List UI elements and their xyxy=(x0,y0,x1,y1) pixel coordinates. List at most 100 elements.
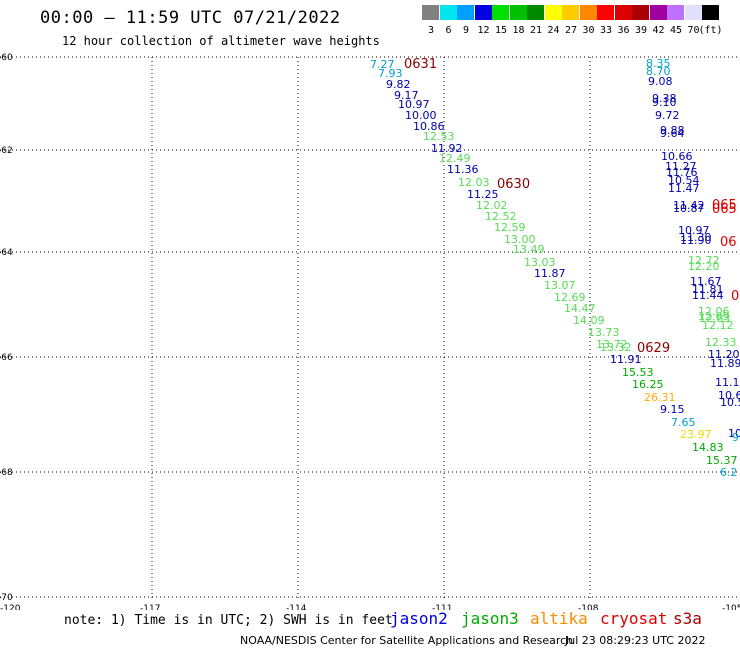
colorbar-cell xyxy=(632,5,649,20)
wave-height-label: 9.82 xyxy=(386,78,411,91)
wave-height-label: 11.27 xyxy=(665,160,697,173)
longitude-tick-label: -120 xyxy=(0,604,21,610)
colorbar-label: 9 xyxy=(462,25,470,36)
pass-time-label: 0629 xyxy=(637,341,670,356)
wave-height-label: 12.59 xyxy=(494,221,526,234)
colorbar-label: 30 xyxy=(582,25,595,36)
wave-height-label: 10.97 xyxy=(678,224,710,237)
wave-height-label: 11.81 xyxy=(692,283,724,296)
wave-height-label: 9.17 xyxy=(394,89,419,102)
wave-height-label: 12.06 xyxy=(698,305,730,318)
wave-height-label: 10.87 xyxy=(673,202,705,215)
colorbar-cell xyxy=(562,5,579,20)
wave-height-label: 10.5 xyxy=(720,396,740,409)
latitude-tick-label: -60 xyxy=(0,53,13,63)
longitude-tick-label: -117 xyxy=(140,604,160,610)
wave-height-label: 13.00 xyxy=(504,233,536,246)
colorbar-cell xyxy=(509,5,527,20)
grid-lines xyxy=(0,56,740,600)
colorbar-label: 45 xyxy=(669,25,683,36)
wave-height-label: 14.47 xyxy=(564,302,596,315)
wave-height-label: 13.32 xyxy=(600,341,632,354)
latitude-tick-label: -64 xyxy=(0,248,13,258)
wave-height-label: 13.03 xyxy=(524,256,556,269)
wave-height-label: 13.07 xyxy=(544,279,576,292)
wave-height-label: 8.70 xyxy=(646,65,671,78)
wave-height-label: 11.20 xyxy=(708,348,740,361)
wave-height-label: 11.30 xyxy=(680,231,712,244)
colorbar-cell xyxy=(527,5,544,20)
wave-height-label: 12.03 xyxy=(458,176,490,189)
colorbar-cell xyxy=(684,5,702,20)
wave-height-label: 10.66 xyxy=(661,150,693,163)
colorbar-cell xyxy=(579,5,597,20)
legend-item-jason3: jason3 xyxy=(461,609,519,628)
wave-height-label: 11.87 xyxy=(534,267,566,280)
map-plot: -120 -117 -114 -111 -108 -105 -60 -62 -64 -66 -68 -… xyxy=(0,53,740,610)
credit-text: NOAA/NESDIS Center for Satellite Applica… xyxy=(240,634,574,647)
latitude-tick-label: -68 xyxy=(0,468,13,478)
altimeter-tracks: 7.277.939.829.1710.9710.0010.8612.5311.9… xyxy=(370,57,740,479)
colorbar-cell xyxy=(474,5,492,20)
wave-height-label: 12.53 xyxy=(423,130,455,143)
page-title: 00:00 – 11:59 UTC 07/21/2022 xyxy=(40,8,341,28)
wave-height-label: 7.65 xyxy=(671,416,696,429)
wave-height-label: 11.89 xyxy=(710,357,740,370)
latitude-tick-label: -66 xyxy=(0,353,13,363)
wave-height-label: 12.33 xyxy=(705,336,737,349)
wave-height-label: 9.88 xyxy=(660,124,685,137)
wave-height-label: 12.69 xyxy=(698,310,730,323)
colorbar-cell xyxy=(422,5,439,20)
colorbar-label: 27 xyxy=(564,25,578,36)
wave-height-label: 11.91 xyxy=(610,353,642,366)
page-subtitle: 12 hour collection of altimeter wave hei… xyxy=(62,34,380,48)
wave-height-label: 13.49 xyxy=(513,243,545,256)
wave-height-label: 13.72 xyxy=(596,338,628,351)
wave-height-label: 12.20 xyxy=(688,260,720,273)
colorbar-cell xyxy=(544,5,562,20)
legend-item-cryosat: cryosat xyxy=(600,609,668,628)
pass-time-label: 06 xyxy=(720,235,737,250)
colorbar-label: 42 xyxy=(652,25,665,36)
legend-item-altika: altika xyxy=(530,609,588,628)
wave-height-label: 6.2 xyxy=(720,466,738,479)
colorbar-label: 33 xyxy=(599,25,613,36)
wave-height-label: 12.12 xyxy=(702,319,734,332)
pass-time-label: 065 xyxy=(712,198,737,213)
colorbar-cell xyxy=(439,5,457,20)
wave-height-label: 23.97 xyxy=(680,428,712,441)
wave-height-label: 15.53 xyxy=(622,366,654,379)
wave-height-label: 9.10 xyxy=(652,96,677,109)
pass-time-label: 0631 xyxy=(404,57,437,72)
colorbar-label: 36 xyxy=(617,25,630,36)
wave-height-label: 11.1 xyxy=(715,376,740,389)
wave-height-label: 12.72 xyxy=(688,254,720,267)
colorbar-cell xyxy=(649,5,667,20)
pass-time-label: 0630 xyxy=(497,177,530,192)
longitude-tick-label: -114 xyxy=(286,604,307,610)
note-text: note: 1) Time is in UTC; 2) SWH is in fe… xyxy=(64,613,393,628)
colorbar-cell xyxy=(702,5,719,20)
timestamp-text: Jul 23 08:29:23 UTC 2022 xyxy=(565,634,706,647)
wave-height-label: 8.35 xyxy=(646,57,671,70)
colorbar-label: 70 xyxy=(687,25,700,36)
pass-time-label: 065 xyxy=(712,202,737,217)
wave-height-label: 10 xyxy=(728,427,740,440)
wave-height-label: 11.25 xyxy=(467,188,499,201)
wave-height-label: 9.64 xyxy=(660,127,685,140)
wave-height-label: 11.67 xyxy=(690,275,722,288)
colorbar-label: 24 xyxy=(547,25,560,36)
wave-height-label: 11.76 xyxy=(666,166,698,179)
wave-height-label: 12.02 xyxy=(476,199,508,212)
wave-height-label: 12.49 xyxy=(439,152,471,165)
colorbar-cell xyxy=(597,5,614,20)
colorbar-cell xyxy=(492,5,509,20)
wave-height-label: 9.38 xyxy=(652,92,677,105)
wave-height-label: 13.73 xyxy=(588,326,620,339)
colorbar-label: 39 xyxy=(634,25,648,36)
wave-height-label: 11.47 xyxy=(668,182,700,195)
wave-height-label: 9.08 xyxy=(648,75,673,88)
wave-height-label: 15.37 xyxy=(706,454,738,467)
wave-height-label: 26.31 xyxy=(644,391,676,404)
wave-height-label: 14.83 xyxy=(692,441,724,454)
